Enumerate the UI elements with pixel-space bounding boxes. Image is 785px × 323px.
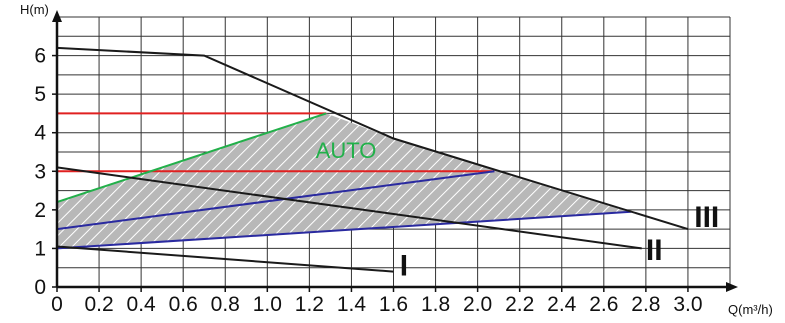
x-tick-label: 1.6 xyxy=(379,293,408,316)
x-tick-label: 2.4 xyxy=(547,293,577,316)
speed-curve-ii xyxy=(56,166,642,250)
proportional-pressure-line-2 xyxy=(56,210,632,250)
auto-region-group xyxy=(57,113,632,249)
x-tick-label: 0 xyxy=(51,293,63,316)
y-tick-label: 1 xyxy=(34,237,46,260)
y-axis-arrow xyxy=(52,10,62,22)
x-axis-title: Q(m³/h) xyxy=(728,302,773,317)
y-axis-title: H(m) xyxy=(20,2,49,17)
x-tick-label: 0.8 xyxy=(211,293,240,316)
x-tick-label: 0.2 xyxy=(84,293,113,316)
curves-group xyxy=(56,46,689,273)
curve-label-i: I xyxy=(400,249,408,282)
x-tick-label: 1.4 xyxy=(337,293,367,316)
x-tick-label: 2.6 xyxy=(589,293,618,316)
x-axis-arrow xyxy=(726,282,738,292)
tick-labels: 0 0.2 0.4 0.6 0.8 1.0 1.2 1.4 1.6 1.8 2.0 2.2 2.4 2.6… xyxy=(20,2,773,317)
speed-curve-iii xyxy=(56,46,689,231)
axes xyxy=(52,10,738,292)
y-tick-label: 4 xyxy=(34,122,46,145)
y-tick-label: 5 xyxy=(34,83,46,106)
x-tick-label: 3.0 xyxy=(673,293,702,316)
x-tick-label: 1.2 xyxy=(295,293,324,316)
auto-line xyxy=(56,112,327,204)
auto-control-region xyxy=(57,113,632,249)
y-tick-label: 2 xyxy=(34,199,46,222)
x-tick-label: 1.0 xyxy=(253,293,282,316)
x-tick-label: 2.2 xyxy=(505,293,534,316)
y-tick-label: 3 xyxy=(34,160,46,183)
x-tick-label: 2.8 xyxy=(631,293,660,316)
proportional-pressure-line-1 xyxy=(56,170,495,231)
grid xyxy=(57,16,731,287)
x-tick-label: 0.4 xyxy=(127,293,157,316)
curve-label-ii: II xyxy=(646,234,663,267)
x-tick-label: 2.0 xyxy=(463,293,492,316)
speed-curve-i xyxy=(56,245,394,273)
x-tick-label: 0.6 xyxy=(169,293,198,316)
x-tick-label: 1.8 xyxy=(421,293,450,316)
auto-label: AUTO xyxy=(316,138,377,163)
y-tick-label: 0 xyxy=(34,276,46,299)
y-tick-label: 6 xyxy=(34,45,46,68)
curve-label-iii: III xyxy=(694,201,719,234)
